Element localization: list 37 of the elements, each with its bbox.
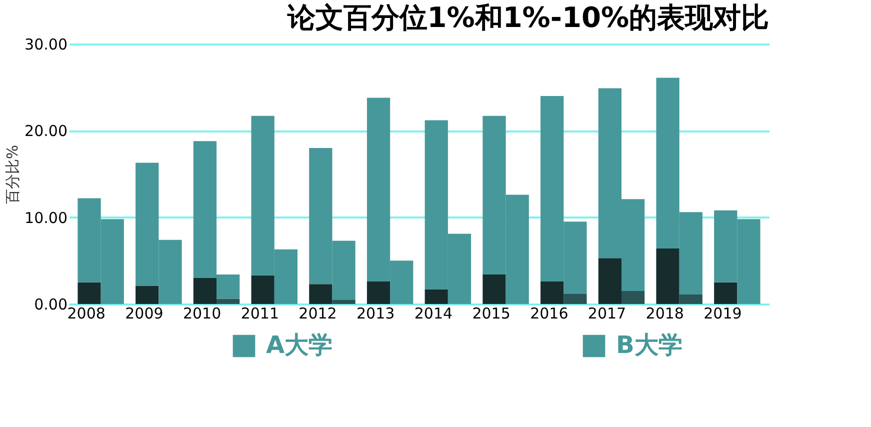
x-tick-label: 2014: [414, 304, 453, 322]
bar: [564, 294, 587, 304]
bar: [193, 278, 217, 304]
bar: [309, 284, 332, 304]
x-tick-label: 2008: [67, 304, 106, 322]
y-axis-title: 百分比%: [4, 144, 22, 204]
bar: [424, 289, 448, 304]
bar: [656, 248, 680, 304]
x-tick-label: 2009: [125, 304, 164, 322]
x-tick-label: 2018: [646, 304, 684, 322]
x-tick-label: 2013: [356, 304, 395, 322]
x-tick-label: 2015: [472, 304, 510, 322]
y-tick-label: 0.00: [34, 296, 68, 314]
legend-label: B大学: [616, 331, 682, 359]
bar: [332, 300, 356, 304]
legend-label: A大学: [266, 331, 333, 359]
bar: [621, 291, 645, 304]
x-tick-label: 2012: [298, 304, 337, 322]
y-tick-label: 10.00: [24, 208, 68, 227]
x-tick-label: 2011: [240, 304, 280, 322]
x-tick-label: 2016: [530, 304, 568, 322]
bar: [251, 275, 274, 304]
bar: [136, 286, 159, 304]
chart-title: 论文百分位1%和1%-10%的表现对比: [286, 1, 769, 34]
x-tick-label: 2017: [588, 304, 626, 322]
bar: [540, 281, 564, 304]
y-tick-label: 20.00: [24, 122, 68, 140]
bar: [714, 282, 738, 304]
x-tick-label: 2010: [182, 304, 222, 322]
bar: [216, 298, 240, 304]
bar: [78, 282, 101, 304]
x-tick-label: 2019: [704, 304, 742, 322]
bar: [679, 294, 702, 304]
bar: [482, 274, 506, 304]
bar: [366, 281, 390, 304]
y-tick-label: 30.00: [24, 36, 68, 54]
bar: [598, 258, 622, 304]
